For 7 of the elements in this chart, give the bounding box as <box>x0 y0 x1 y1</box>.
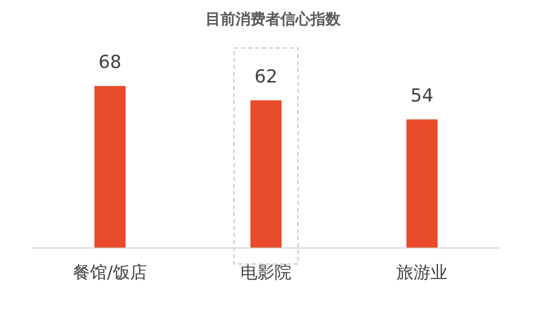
chart-title: 目前消费者信心指数 <box>206 10 342 28</box>
x-tick-label: 电影院 <box>240 263 292 284</box>
x-tick-label: 餐馆/饭店 <box>73 263 147 284</box>
data-label: 68 <box>98 52 122 73</box>
x-tick-label: 旅游业 <box>396 263 448 284</box>
data-label: 54 <box>410 85 434 106</box>
data-label: 62 <box>254 66 278 88</box>
